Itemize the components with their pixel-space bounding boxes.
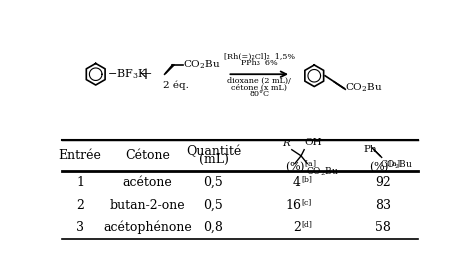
Text: dioxane (2 mL)/: dioxane (2 mL)/ <box>227 77 291 85</box>
Text: $\mathregular{CO_2Bu}$: $\mathregular{CO_2Bu}$ <box>183 59 220 71</box>
Text: 2: 2 <box>76 199 84 212</box>
Text: butan-2-one: butan-2-one <box>110 199 185 212</box>
Text: (mL): (mL) <box>198 153 228 166</box>
Text: 16: 16 <box>285 199 301 212</box>
Text: 4: 4 <box>293 176 301 189</box>
Text: $\mathregular{CO_2Bu}$: $\mathregular{CO_2Bu}$ <box>380 159 413 171</box>
Text: PPh₃  6%: PPh₃ 6% <box>241 59 278 67</box>
Text: $\mathregular{CO_2Bu}$: $\mathregular{CO_2Bu}$ <box>306 165 338 178</box>
Text: $\mathregular{(\%)}^{\mathregular{[a]}}$: $\mathregular{(\%)}^{\mathregular{[a]}}$ <box>285 159 317 175</box>
Text: 92: 92 <box>375 176 391 189</box>
Text: Quantité: Quantité <box>186 146 241 159</box>
Text: [d]: [d] <box>302 221 313 229</box>
Text: 1: 1 <box>76 176 84 189</box>
Text: R: R <box>282 139 290 148</box>
Text: acétone: acétone <box>123 176 173 189</box>
Text: OH: OH <box>304 138 322 147</box>
Text: Ph: Ph <box>363 145 377 154</box>
Text: 2: 2 <box>293 221 301 234</box>
Text: $\mathregular{CO_2Bu}$: $\mathregular{CO_2Bu}$ <box>345 82 382 94</box>
Text: 0,8: 0,8 <box>204 221 223 234</box>
Text: 80°C: 80°C <box>249 89 269 98</box>
Text: acétophénone: acétophénone <box>103 221 192 234</box>
Text: [b]: [b] <box>302 175 313 183</box>
Text: 58: 58 <box>375 221 391 234</box>
Text: 3: 3 <box>76 221 84 234</box>
Text: [c]: [c] <box>302 198 312 206</box>
Text: cétone (x mL): cétone (x mL) <box>231 84 287 91</box>
Text: 0,5: 0,5 <box>204 199 223 212</box>
Text: 0,5: 0,5 <box>204 176 223 189</box>
Text: $\mathregular{-BF_3K}$: $\mathregular{-BF_3K}$ <box>107 67 148 81</box>
Text: +: + <box>139 66 152 83</box>
Text: Entrée: Entrée <box>59 149 102 162</box>
Text: 83: 83 <box>375 199 391 212</box>
Text: 2 éq.: 2 éq. <box>162 81 189 90</box>
Text: Cétone: Cétone <box>125 149 170 162</box>
Text: [Rh(=)₂Cl]₂  1,5%: [Rh(=)₂Cl]₂ 1,5% <box>224 53 295 61</box>
Text: $\mathregular{(\%)}^{\mathregular{[a]}}$: $\mathregular{(\%)}^{\mathregular{[a]}}$ <box>369 159 401 175</box>
